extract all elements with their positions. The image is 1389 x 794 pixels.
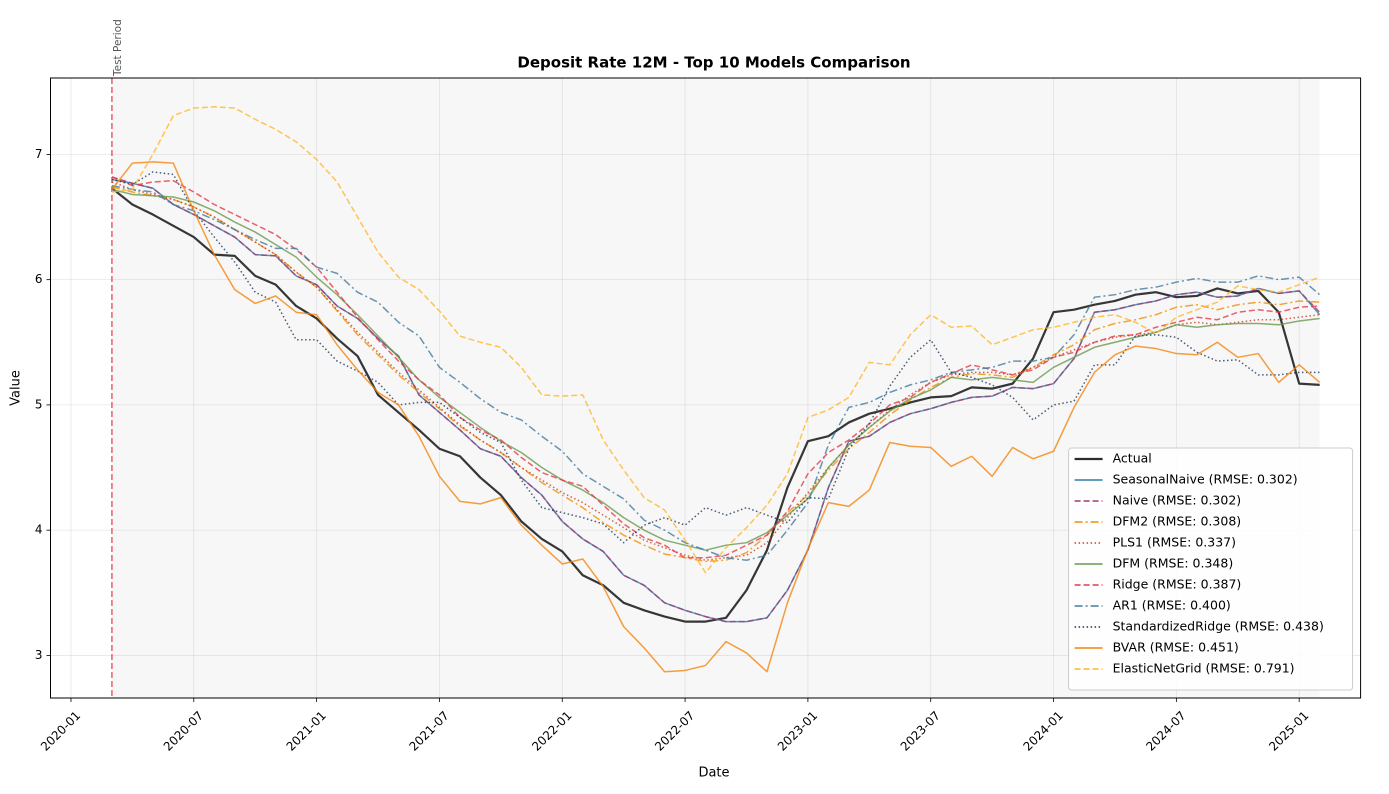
y-tick-label: 3 (35, 648, 43, 662)
y-axis-label: Value (9, 370, 24, 406)
legend-label: Actual (1113, 451, 1152, 466)
legend-box (1068, 447, 1354, 691)
series-line (111, 188, 1320, 551)
series-line (111, 171, 1320, 544)
x-axis-label: Date (698, 766, 729, 781)
legend-label: Naive (RMSE: 0.302) (1113, 493, 1242, 508)
legend-label: PLS1 (RMSE: 0.337) (1113, 535, 1236, 550)
y-tick-label: 7 (35, 147, 43, 161)
legend-label: DFM (RMSE: 0.348) (1113, 556, 1234, 571)
series-line (111, 176, 1321, 623)
legend-label: ElasticNetGrid (RMSE: 0.791) (1113, 661, 1295, 676)
legend-label: StandardizedRidge (RMSE: 0.438) (1113, 619, 1324, 634)
series-line (111, 106, 1320, 574)
legend-label: AR1 (RMSE: 0.400) (1113, 598, 1231, 613)
test-period-label: Test Period (112, 19, 124, 77)
legend-label: SeasonalNaive (RMSE: 0.302) (1113, 472, 1298, 487)
y-tick-label: 6 (35, 272, 43, 286)
legend-label: DFM2 (RMSE: 0.308) (1113, 514, 1242, 529)
y-tick-label: 4 (35, 523, 43, 537)
legend-label: Ridge (RMSE: 0.387) (1113, 577, 1242, 592)
plot-frame (50, 77, 1362, 699)
series-line (111, 181, 1320, 561)
legend-label: BVAR (RMSE: 0.451) (1113, 640, 1239, 655)
series-line (111, 184, 1321, 561)
chart-title: Deposit Rate 12M - Top 10 Models Compari… (517, 54, 910, 72)
y-tick-label: 5 (35, 397, 43, 411)
series-line (111, 161, 1321, 673)
